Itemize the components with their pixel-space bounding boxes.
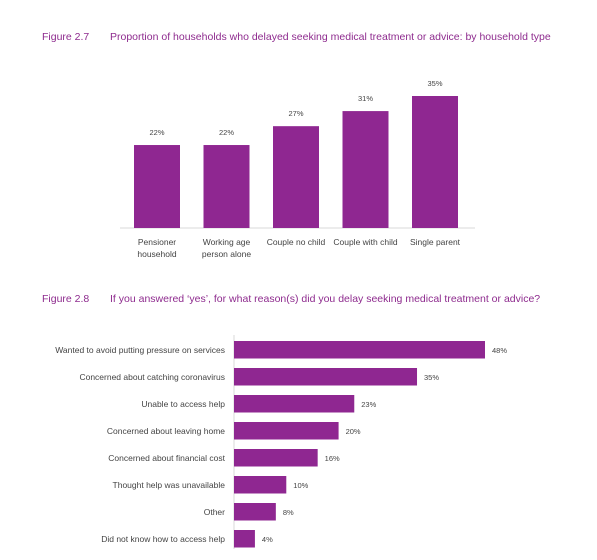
data-label: 22% [149, 128, 164, 137]
data-label: 16% [325, 454, 340, 463]
bar [342, 111, 389, 228]
category-label: household [137, 249, 177, 259]
bar [234, 449, 318, 467]
category-label: Pensioner [138, 237, 176, 247]
figure-2-7-number: Figure 2.7 [42, 31, 90, 43]
category-label: Concerned about leaving home [107, 426, 225, 436]
category-label: Unable to access help [141, 399, 225, 409]
bar [134, 145, 180, 228]
bar [234, 395, 355, 413]
bar [234, 341, 485, 359]
category-label: Single parent [410, 237, 461, 247]
bar [234, 476, 287, 494]
bar [234, 368, 418, 386]
figure-2-8-number: Figure 2.8 [42, 293, 90, 305]
bar [273, 126, 319, 228]
household-type-bar-chart: 22% Pensioner household 22% Working age perso… [120, 79, 475, 259]
data-label: 10% [293, 481, 308, 490]
data-label: 20% [346, 427, 361, 436]
category-label: Couple with child [333, 237, 398, 247]
category-label: person alone [202, 249, 251, 259]
bar [203, 145, 250, 228]
data-label: 31% [358, 94, 373, 103]
bar [234, 422, 339, 440]
category-label: Other [204, 507, 225, 517]
data-label: 48% [492, 346, 507, 355]
data-label: 23% [361, 400, 376, 409]
data-label: 35% [424, 373, 439, 382]
data-label: 8% [283, 508, 294, 517]
category-label: Thought help was unavailable [113, 480, 226, 490]
bar [234, 503, 276, 521]
data-label: 4% [262, 535, 273, 544]
figure-2-7-title: Proportion of households who delayed see… [110, 31, 551, 43]
category-label: Couple no child [267, 237, 326, 247]
category-label: Did not know how to access help [101, 534, 225, 544]
data-label: 35% [427, 79, 442, 88]
category-label: Working age [203, 237, 251, 247]
figure-2-8-title: If you answered ‘yes’, for what reason(s… [110, 293, 541, 305]
data-label: 22% [219, 128, 234, 137]
data-label: 27% [288, 109, 303, 118]
bar [234, 530, 255, 548]
bar [412, 96, 458, 228]
category-label: Concerned about catching coronavirus [79, 372, 225, 382]
category-label: Wanted to avoid putting pressure on serv… [55, 345, 225, 355]
category-label: Concerned about financial cost [108, 453, 225, 463]
